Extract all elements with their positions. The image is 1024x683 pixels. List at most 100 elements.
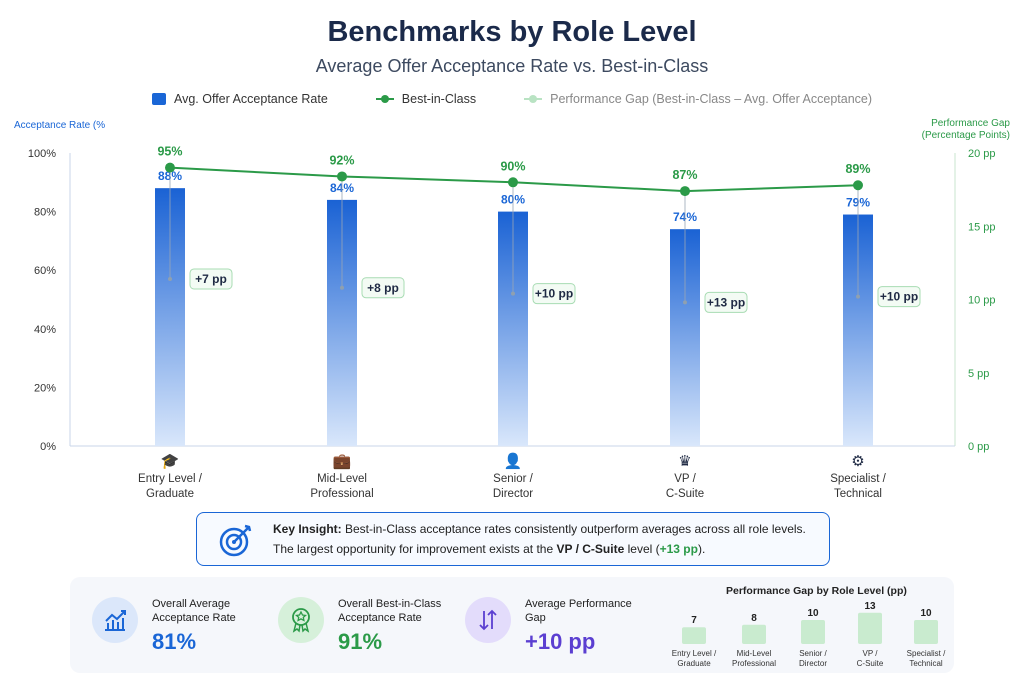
x-tick-label: Mid-Level: [317, 473, 367, 485]
card-value: 81%: [152, 629, 197, 654]
mini-x-label: Director: [799, 659, 827, 668]
y-axis-label: Acceptance Rate (%: [14, 120, 106, 131]
x-tick-label: Entry Level /: [138, 473, 203, 485]
mini-chart-title: Performance Gap by Role Level (pp): [726, 585, 907, 597]
y-tick-label: 0%: [40, 441, 56, 453]
briefcase-icon: 💼: [333, 453, 352, 470]
gap-label-text: +10 pp: [880, 290, 918, 304]
mini-bar-label: 13: [864, 601, 876, 612]
legend-label: Performance Gap (Best-in-Class – Avg. Of…: [550, 92, 873, 106]
best-in-class-point: [337, 171, 347, 182]
insight-line-1: Key Insight: Best-in-Class acceptance ra…: [273, 519, 829, 539]
legend-swatch: [375, 95, 394, 103]
card-label: Overall Average: [152, 598, 231, 610]
gap-label-text: +7 pp: [195, 272, 227, 286]
y-tick-label: 100%: [28, 148, 56, 160]
gap-label: +10 pp: [877, 286, 921, 308]
y2-tick-label: 10 pp: [968, 295, 996, 307]
mini-x-label: VP /: [863, 649, 879, 658]
gap-label-box: [704, 291, 748, 313]
gap-label-box: [361, 277, 405, 299]
mini-bar: [858, 612, 882, 644]
summary-panel: Overall Average Acceptance Rate 81% Overal…: [70, 577, 954, 673]
y2-tick-label: 15 pp: [968, 221, 996, 233]
gear-icon: ⚙: [851, 453, 864, 470]
graduation-cap-icon: 🎓: [161, 453, 180, 470]
line-label: 89%: [845, 162, 870, 176]
gap-marker: [511, 291, 515, 296]
x-tick-label: Director: [493, 488, 533, 500]
y2-tick-label: 5 pp: [968, 368, 989, 380]
gap-label: +10 pp: [532, 283, 576, 305]
key-insight-box: Key Insight: Best-in-Class acceptance ra…: [196, 512, 830, 566]
mini-bar: [801, 620, 825, 644]
best-in-class-point: [508, 177, 518, 188]
mini-gap-chart: 7 Entry Level /Graduate 8 Mid-LevelProfessi…: [672, 601, 946, 668]
legend-swatch: [151, 93, 166, 105]
gap-marker: [168, 276, 172, 281]
legend-label: Avg. Offer Acceptance Rate: [173, 92, 328, 106]
mini-bar: [682, 627, 706, 644]
best-in-class-point: [165, 162, 175, 173]
mini-bar-label: 8: [751, 613, 757, 624]
insight-line-2: The largest opportunity for improvement …: [273, 539, 829, 559]
gap-marker: [683, 300, 687, 305]
mini-x-label: C-Suite: [857, 659, 884, 668]
gap-label-text: +8 pp: [367, 281, 399, 295]
best-in-class-point: [680, 186, 690, 197]
gap-label-box: [877, 286, 921, 308]
summary-card-best: Overall Best-in-Class Acceptance Rate 91%: [278, 597, 441, 655]
summary-card-gap: Average Performance Gap +10 pp: [465, 597, 632, 655]
gap-label-text: +13 pp: [707, 295, 745, 309]
x-tick-label: C-Suite: [666, 488, 704, 500]
insight-highlight: VP / C-Suite: [556, 542, 625, 556]
legend-label: Best-in-Class: [401, 92, 477, 106]
x-tick-label: Professional: [310, 488, 373, 500]
x-tick-label: Specialist /: [830, 473, 886, 485]
legend-swatch: [524, 95, 543, 103]
arrows-up-down-icon: [465, 597, 511, 643]
card-label: Gap: [525, 612, 546, 624]
y-tick-label: 20%: [34, 382, 56, 394]
gap-label-box: [532, 283, 576, 305]
y-tick-label: 80%: [34, 207, 56, 219]
chart-subtitle: Average Offer Acceptance Rate vs. Best-i…: [315, 56, 709, 76]
y-tick-label: 40%: [34, 324, 56, 336]
card-label: Acceptance Rate: [338, 612, 422, 624]
y2-tick-label: 20 pp: [968, 148, 996, 160]
legend-item-avg: Avg. Offer Acceptance Rate: [151, 92, 328, 106]
gap-marker: [856, 294, 860, 299]
mini-x-label: Specialist /: [907, 649, 946, 658]
gap-marker: [340, 285, 344, 290]
legend-item-gap: Performance Gap (Best-in-Class – Avg. Of…: [524, 92, 872, 106]
summary-card-avg: Overall Average Acceptance Rate 81%: [92, 597, 236, 655]
y2-label-line: Performance Gap: [931, 118, 1010, 129]
x-tick-label: Senior /: [493, 473, 533, 485]
chart-title: Benchmarks by Role Level: [327, 16, 697, 48]
award-ribbon-icon: [278, 597, 324, 643]
chart-canvas: 0% 20% 40% 60% 80% 100% 0 pp 5 pp 10 pp 15 pp 20 p…: [28, 145, 996, 500]
insight-bold: Key Insight:: [273, 522, 342, 536]
mini-x-label: Technical: [909, 659, 943, 668]
insight-text: level (: [624, 542, 660, 556]
target-icon: [219, 524, 252, 557]
mini-x-label: Entry Level /: [672, 649, 717, 658]
mini-x-label: Senior /: [799, 649, 827, 658]
card-label: Overall Best-in-Class: [338, 598, 442, 610]
gap-label: +13 pp: [704, 291, 748, 313]
card-value: 91%: [338, 629, 383, 654]
card-label: Acceptance Rate: [152, 612, 236, 624]
card-label: Average Performance: [525, 598, 632, 610]
x-tick-label: Technical: [834, 488, 882, 500]
mini-bar-label: 10: [920, 608, 932, 619]
insight-text: The largest opportunity for improvement …: [273, 542, 557, 556]
mini-x-label: Mid-Level: [737, 649, 772, 658]
mini-bar-label: 10: [807, 608, 819, 619]
gap-label: +8 pp: [361, 277, 405, 299]
crown-icon: ♛: [678, 453, 691, 470]
line-label: 87%: [672, 168, 697, 182]
insight-text: Best-in-Class acceptance rates consisten…: [341, 522, 806, 536]
y-tick-label: 60%: [34, 265, 56, 277]
chart-growth-icon: [92, 597, 138, 643]
y2-tick-label: 0 pp: [968, 441, 989, 453]
